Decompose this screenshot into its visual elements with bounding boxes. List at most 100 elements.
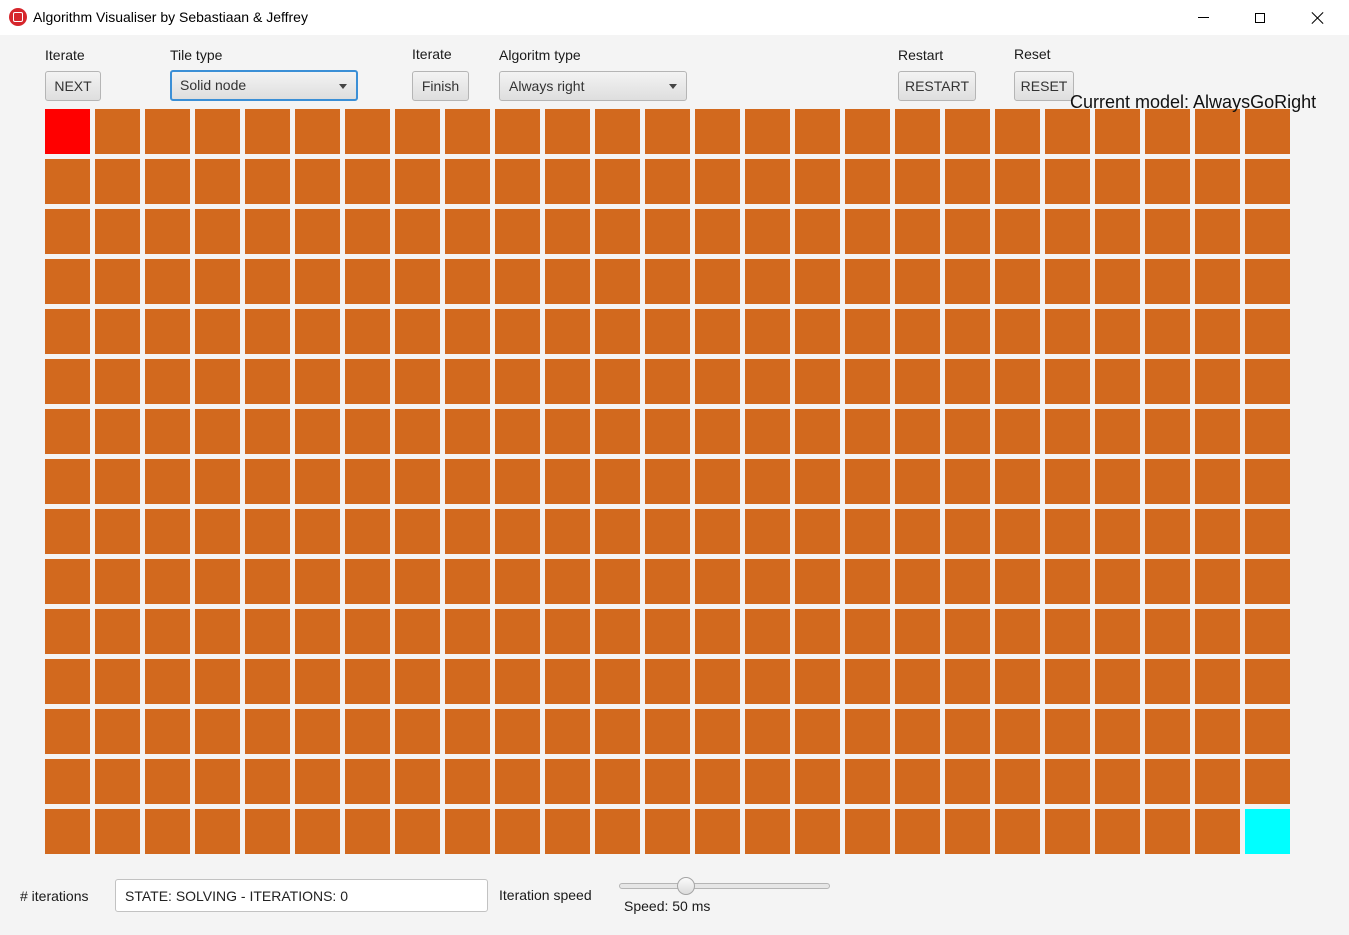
grid-tile[interactable] [645, 359, 690, 404]
grid-tile[interactable] [845, 409, 890, 454]
grid-tile[interactable] [495, 109, 540, 154]
grid-tile[interactable] [45, 709, 90, 754]
end-tile[interactable] [1245, 809, 1290, 854]
grid-tile[interactable] [1095, 309, 1140, 354]
grid-tile[interactable] [295, 159, 340, 204]
grid-tile[interactable] [295, 609, 340, 654]
grid-tile[interactable] [1045, 309, 1090, 354]
grid-tile[interactable] [1195, 559, 1240, 604]
grid-tile[interactable] [295, 559, 340, 604]
grid-tile[interactable] [345, 209, 390, 254]
grid-tile[interactable] [445, 559, 490, 604]
grid-tile[interactable] [945, 559, 990, 604]
grid-tile[interactable] [145, 359, 190, 404]
grid-tile[interactable] [445, 459, 490, 504]
grid-tile[interactable] [95, 309, 140, 354]
grid-tile[interactable] [1145, 609, 1190, 654]
grid-tile[interactable] [1195, 659, 1240, 704]
grid-tile[interactable] [395, 509, 440, 554]
grid-tile[interactable] [45, 409, 90, 454]
grid-tile[interactable] [1195, 309, 1240, 354]
grid-tile[interactable] [1145, 259, 1190, 304]
grid-tile[interactable] [195, 609, 240, 654]
grid-tile[interactable] [1195, 709, 1240, 754]
grid-tile[interactable] [595, 309, 640, 354]
grid-tile[interactable] [845, 159, 890, 204]
grid-tile[interactable] [1195, 759, 1240, 804]
grid-tile[interactable] [495, 459, 540, 504]
grid-tile[interactable] [745, 459, 790, 504]
grid-tile[interactable] [195, 459, 240, 504]
grid-tile[interactable] [145, 109, 190, 154]
grid-tile[interactable] [595, 559, 640, 604]
grid-tile[interactable] [645, 659, 690, 704]
grid-tile[interactable] [495, 659, 540, 704]
grid-tile[interactable] [1045, 109, 1090, 154]
grid-tile[interactable] [345, 309, 390, 354]
grid-tile[interactable] [595, 459, 640, 504]
grid-tile[interactable] [1145, 759, 1190, 804]
grid-tile[interactable] [395, 159, 440, 204]
grid-tile[interactable] [895, 159, 940, 204]
grid-tile[interactable] [445, 359, 490, 404]
grid-tile[interactable] [395, 359, 440, 404]
grid-tile[interactable] [345, 259, 390, 304]
grid-tile[interactable] [245, 159, 290, 204]
grid-tile[interactable] [695, 209, 740, 254]
grid-tile[interactable] [695, 409, 740, 454]
grid-tile[interactable] [345, 709, 390, 754]
grid-tile[interactable] [45, 209, 90, 254]
grid-tile[interactable] [895, 809, 940, 854]
grid-tile[interactable] [545, 409, 590, 454]
grid-tile[interactable] [1245, 359, 1290, 404]
grid-tile[interactable] [995, 159, 1040, 204]
grid-tile[interactable] [545, 259, 590, 304]
grid-tile[interactable] [145, 459, 190, 504]
grid-tile[interactable] [695, 759, 740, 804]
grid-tile[interactable] [345, 459, 390, 504]
grid-tile[interactable] [795, 609, 840, 654]
grid-tile[interactable] [1045, 809, 1090, 854]
grid-tile[interactable] [845, 759, 890, 804]
grid-tile[interactable] [395, 759, 440, 804]
grid-tile[interactable] [695, 359, 740, 404]
grid-tile[interactable] [945, 359, 990, 404]
grid-tile[interactable] [1195, 609, 1240, 654]
grid-tile[interactable] [1095, 109, 1140, 154]
grid-tile[interactable] [795, 459, 840, 504]
grid-tile[interactable] [895, 359, 940, 404]
grid-tile[interactable] [595, 359, 640, 404]
grid-tile[interactable] [645, 609, 690, 654]
grid-tile[interactable] [795, 109, 840, 154]
grid-tile[interactable] [445, 259, 490, 304]
grid-tile[interactable] [1245, 759, 1290, 804]
close-button[interactable] [1295, 0, 1341, 35]
grid-tile[interactable] [595, 259, 640, 304]
grid-tile[interactable] [295, 809, 340, 854]
grid-tile[interactable] [1245, 259, 1290, 304]
grid-tile[interactable] [495, 359, 540, 404]
grid-tile[interactable] [1045, 409, 1090, 454]
grid-tile[interactable] [345, 409, 390, 454]
grid-tile[interactable] [245, 359, 290, 404]
grid-tile[interactable] [895, 559, 940, 604]
grid-tile[interactable] [1045, 759, 1090, 804]
grid-tile[interactable] [345, 659, 390, 704]
grid-tile[interactable] [445, 759, 490, 804]
grid-tile[interactable] [1045, 659, 1090, 704]
grid-tile[interactable] [595, 509, 640, 554]
grid-tile[interactable] [995, 609, 1040, 654]
grid-tile[interactable] [295, 709, 340, 754]
grid-tile[interactable] [595, 409, 640, 454]
grid-tile[interactable] [245, 209, 290, 254]
grid-tile[interactable] [545, 659, 590, 704]
grid-tile[interactable] [1245, 109, 1290, 154]
grid-tile[interactable] [195, 759, 240, 804]
grid-tile[interactable] [445, 609, 490, 654]
grid-tile[interactable] [445, 809, 490, 854]
grid-tile[interactable] [695, 259, 740, 304]
grid-tile[interactable] [845, 809, 890, 854]
grid-tile[interactable] [295, 309, 340, 354]
grid-tile[interactable] [545, 209, 590, 254]
grid-tile[interactable] [245, 559, 290, 604]
